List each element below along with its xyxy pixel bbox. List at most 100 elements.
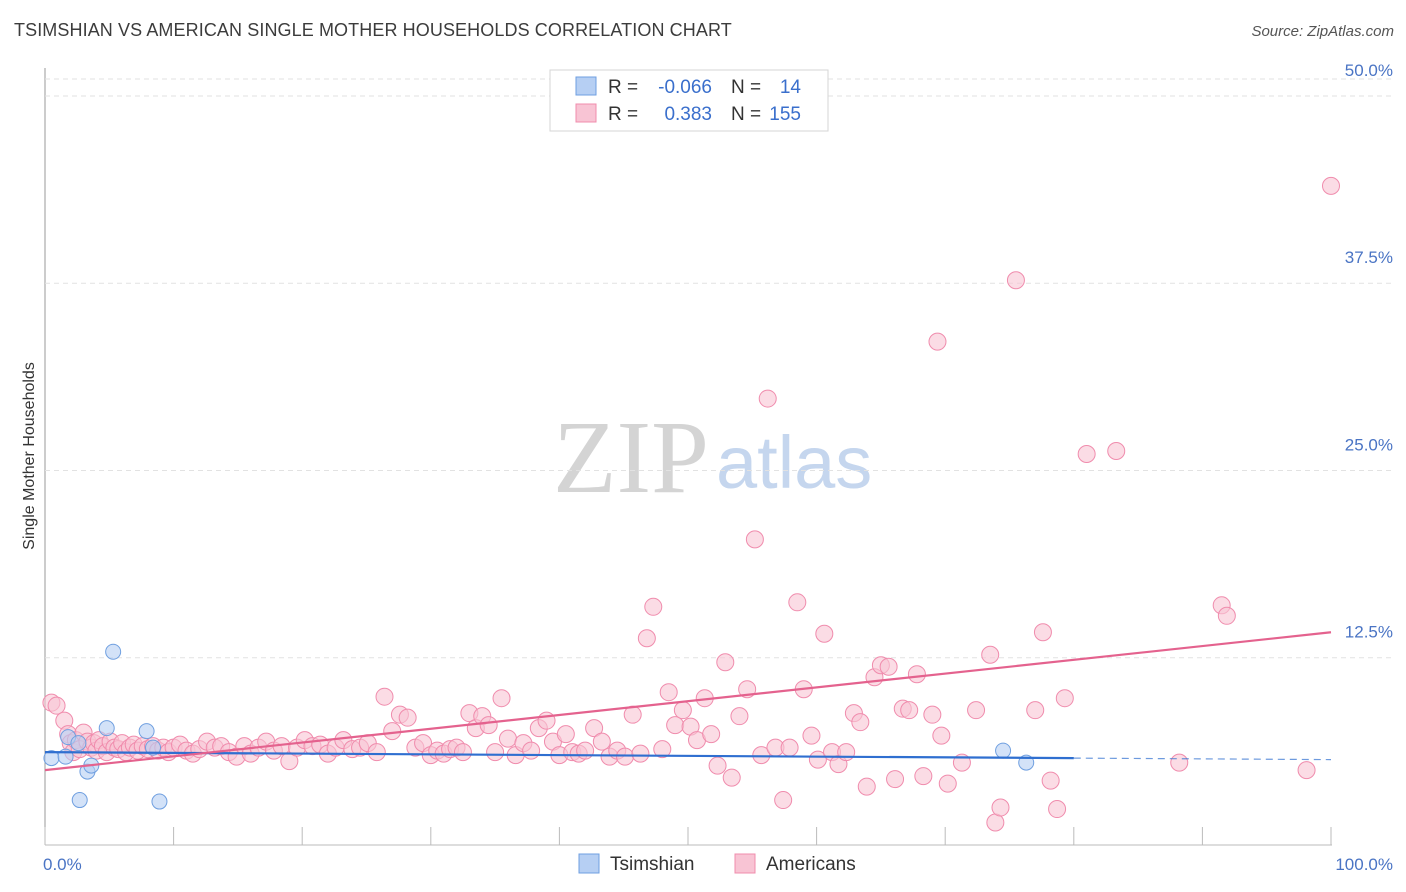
y-tick-label: 25.0%: [1345, 435, 1393, 454]
americans-point: [938, 774, 957, 793]
y-tick-label: 12.5%: [1345, 623, 1393, 642]
americans-point: [914, 767, 933, 786]
legend-swatch-americans: [734, 853, 756, 874]
legend-label-americans: Americans: [766, 854, 856, 875]
legend: Tsimshian Americans: [578, 853, 856, 875]
americans-point: [923, 705, 942, 724]
tsimshian-trend-line: [44, 751, 1074, 760]
americans-point: [673, 701, 692, 720]
americans-point: [1033, 623, 1052, 642]
americans-point: [722, 768, 741, 787]
americans-point: [716, 653, 735, 672]
americans-point: [981, 645, 1000, 664]
americans-point: [576, 741, 595, 760]
americans-point: [637, 629, 656, 648]
americans-point: [780, 738, 799, 757]
americans-point: [1055, 689, 1074, 708]
chart-title: TSIMSHIAN VS AMERICAN SINGLE MOTHER HOUS…: [14, 20, 732, 40]
americans-point: [453, 743, 472, 762]
series-tsimshian-points: [43, 643, 1035, 810]
x-axis-ticks: [44, 827, 1332, 845]
stats-n-label-americans: N =: [731, 104, 761, 125]
americans-point: [522, 741, 541, 760]
tsimshian-point: [995, 742, 1012, 759]
americans-point: [666, 716, 685, 735]
americans-point: [928, 332, 947, 351]
americans-point: [585, 719, 604, 738]
stats-n-value-americans: 155: [769, 104, 801, 125]
americans-point: [879, 657, 898, 676]
americans-point: [708, 756, 727, 775]
tsimshian-point: [71, 792, 88, 809]
americans-point: [932, 726, 951, 745]
stats-swatch-tsimshian: [575, 76, 597, 96]
tsimshian-point: [105, 643, 122, 660]
americans-point: [745, 530, 764, 549]
americans-point: [644, 597, 663, 616]
americans-point: [498, 729, 517, 748]
americans-trend-line: [44, 631, 1332, 772]
chart-source: Source: ZipAtlas.com: [1251, 23, 1394, 40]
americans-point: [479, 716, 498, 735]
americans-point: [907, 665, 926, 684]
y-tick-label: 50.0%: [1345, 61, 1393, 80]
americans-point: [730, 707, 749, 726]
americans-point: [653, 740, 672, 759]
americans-point: [1026, 701, 1045, 720]
americans-point: [857, 777, 876, 796]
watermark: ZIP atlas: [553, 400, 872, 515]
watermark-atlas: atlas: [716, 421, 872, 504]
legend-label-tsimshian: Tsimshian: [610, 854, 694, 875]
trend-lines: [44, 631, 1332, 772]
tsimshian-trend-extension: [1073, 757, 1332, 761]
americans-point: [1297, 761, 1316, 780]
americans-point: [991, 798, 1010, 817]
tsimshian-point: [70, 735, 87, 752]
americans-point: [815, 624, 834, 643]
americans-point: [986, 813, 1005, 832]
stats-r-value-tsimshian: -0.066: [658, 77, 712, 98]
americans-point: [967, 701, 986, 720]
series-americans-points: [42, 176, 1340, 832]
americans-point: [398, 708, 417, 727]
americans-point: [1006, 271, 1025, 290]
tsimshian-point: [138, 723, 155, 740]
americans-point: [1170, 753, 1189, 772]
americans-point: [808, 750, 827, 769]
legend-swatch-tsimshian: [578, 853, 600, 874]
x-tick-label-min: 0.0%: [43, 855, 82, 874]
americans-point: [788, 593, 807, 612]
americans-point: [659, 683, 678, 702]
stats-swatch-americans: [575, 103, 597, 123]
y-tick-label: 37.5%: [1345, 248, 1393, 267]
tsimshian-point: [151, 793, 168, 810]
americans-point: [556, 725, 575, 744]
americans-point: [486, 743, 505, 762]
americans-point: [752, 746, 771, 765]
stats-box: R = -0.066 N = 14 R = 0.383 N = 155: [549, 69, 829, 132]
stats-r-label-tsimshian: R =: [608, 77, 638, 98]
americans-point: [1107, 442, 1126, 461]
americans-point: [758, 389, 777, 408]
watermark-zip: ZIP: [553, 400, 709, 515]
y-axis-label: Single Mother Households: [21, 362, 38, 550]
americans-point: [774, 791, 793, 810]
americans-point: [492, 689, 511, 708]
americans-point: [702, 725, 721, 744]
americans-point: [802, 726, 821, 745]
stats-r-value-americans: 0.383: [664, 104, 712, 125]
grid-lines: [45, 78, 1393, 659]
stats-n-value-tsimshian: 14: [780, 77, 802, 98]
americans-point: [837, 743, 856, 762]
americans-point: [886, 770, 905, 789]
americans-point: [592, 732, 611, 751]
y-axis-tick-labels: 12.5% 25.0% 37.5% 50.0%: [1345, 61, 1393, 642]
stats-r-label-americans: R =: [608, 104, 638, 125]
americans-point: [900, 701, 919, 720]
americans-point: [1217, 606, 1236, 625]
americans-point: [1322, 176, 1340, 195]
x-tick-label-max: 100.0%: [1335, 855, 1393, 874]
americans-point: [631, 744, 650, 763]
americans-point: [47, 696, 66, 715]
